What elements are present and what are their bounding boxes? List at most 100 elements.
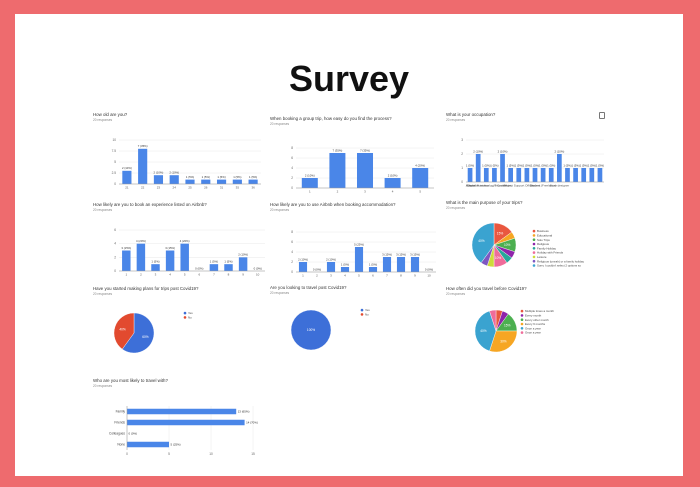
bar [573,168,578,182]
x-tick-label: Digital Illustrator [467,184,489,188]
x-tick-label: 8 [400,274,402,278]
legend-label: Yes [188,311,193,315]
x-tick-label: 21 [125,186,129,190]
bar-data-label: 2 (10%) [305,173,315,177]
response-count: 20 responses [446,206,466,210]
bar-data-label: 1 (5%) [596,163,604,167]
bar-data-label: 1 (5%) [523,163,531,167]
question-title: How old are you? [93,112,128,117]
bar [467,168,473,182]
legend-swatch [532,251,536,254]
legend-swatch [532,242,536,246]
x-tick-label: 6 [198,273,200,277]
bar-data-label: 1 (5%) [249,175,257,179]
pie-percent-label: 10% [504,243,511,247]
bar-data-label: 2 (10%) [473,149,483,153]
x-tick-label: Student [530,184,541,188]
bar [524,168,530,182]
bar-data-label: 2 (10%) [122,166,132,170]
legend-label: Once a year [525,326,541,330]
bar-data-label: 0 (0%) [313,267,321,271]
bar [412,168,429,188]
bar [597,168,603,182]
page-title: Survey [288,58,410,99]
pie-slice [113,312,135,350]
bar-data-label: 7 (35%) [360,148,370,152]
bar-data-label: 1 (5%) [466,163,474,167]
y-tick-label: 2 [291,176,293,180]
bar-data-label: 2 (10%) [298,257,308,261]
bar-data-label: 13 (65%) [238,410,250,414]
bar-chart-experience: 0 2 4 6 3 (15%) 1 4 (20%) 2 1 (5%) 3 3 (15%) 4 4 (20… [114,228,265,277]
bar-data-label: 5 (25%) [354,242,364,246]
pie-percent-label: 100% [307,328,315,332]
x-tick-label: 26 [204,186,208,190]
bar-data-label: 1 (5%) [210,260,218,264]
bar-data-label: 2 (10%) [498,149,508,153]
pie-percent-label: 60% [142,335,149,339]
chart-occupation: What is your occupation? 20 responses 0 1… [446,112,606,194]
bar-data-label: 1 (5%) [369,262,377,266]
legend-label: Family Holiday [537,246,557,250]
x-tick-label: 0 [126,452,128,456]
x-tick-label: 9 [242,273,244,277]
bar [180,243,189,271]
bar [138,148,148,184]
bar-data-label: 4 (20%) [415,163,425,167]
y-tick-label: 2.5 [112,171,117,175]
bar-data-label: 3 (15%) [165,246,175,250]
y-category-label: None [117,443,125,447]
chart-experience: How likely are you to book an experience… [93,202,268,282]
bar [384,178,401,188]
bar-data-label: 1 (5%) [563,163,571,167]
copy-icon[interactable] [599,112,605,119]
legend-label: Solo Trips [537,238,550,242]
legend-label: Holiday with Friends [537,251,564,255]
pie-percent-label: 15% [497,231,504,235]
bar [127,408,237,415]
legend-swatch [532,238,536,241]
bar [508,168,514,182]
pie-slice [121,312,155,354]
question-title: When booking a group trip, how easy do y… [270,116,392,121]
x-tick-label: 4 [344,274,346,278]
x-tick-label: 2 [337,190,339,194]
legend-swatch [520,309,524,313]
bar [396,257,406,272]
x-tick-label: 2 [140,273,142,277]
chart-frequency: How often did you travel before Covid19?… [446,286,611,368]
bar [301,178,318,188]
pie-slice [471,222,495,264]
x-tick-label: 15 [251,452,255,456]
y-category-label: Family [116,410,126,414]
pie-percent-label: 40% [119,327,126,331]
bar [540,168,546,182]
legend-swatch [532,247,536,250]
legend-swatch [532,264,536,267]
bar [136,243,146,271]
survey-page: Survey How old are you? 20 responses 0 2.… [15,14,683,476]
y-tick-label: 6 [291,240,293,244]
bar-data-label: 2 (10%) [238,253,248,257]
x-tick-label: 25 [188,186,192,190]
bar-data-label: 0 (0%) [129,432,138,436]
y-tick-label: 2 [114,255,116,259]
bar [548,168,554,182]
legend-swatch [360,308,364,312]
response-count: 20 responses [270,208,290,212]
y-category-label: Colleagues [109,432,125,436]
y-tick-label: 4 [291,166,293,170]
bar-data-label: 1 (5%) [588,163,596,167]
legend-swatch [532,259,536,263]
bar [340,267,350,272]
x-tick-label: 2 [316,274,318,278]
chart-purpose: What is the main purpose of your trips? … [446,200,611,282]
bar-data-label: 5 (25%) [171,443,181,447]
y-tick-label: 0 [291,270,293,274]
x-tick-label: 10 [256,273,260,277]
question-title: How likely are you to use Airbnb when bo… [270,202,396,207]
question-title: Who are you most likely to travel with? [93,378,168,383]
